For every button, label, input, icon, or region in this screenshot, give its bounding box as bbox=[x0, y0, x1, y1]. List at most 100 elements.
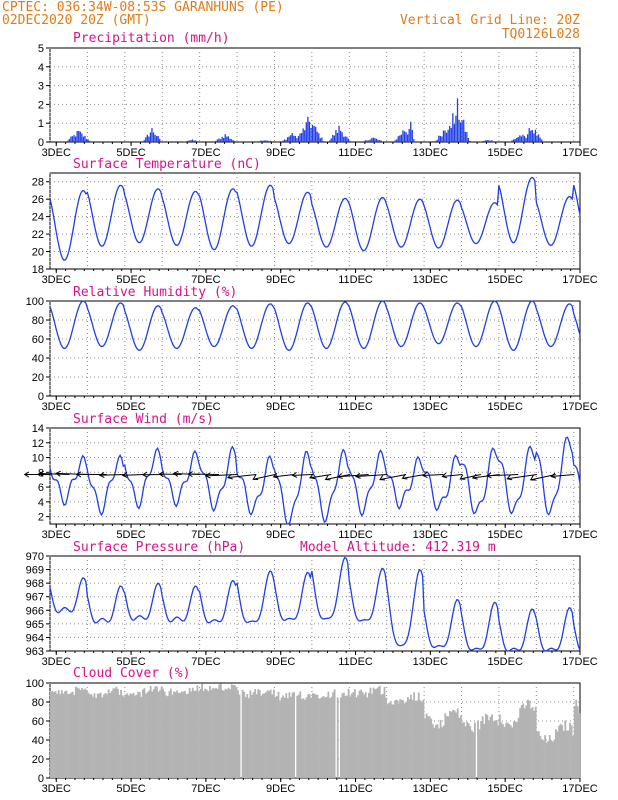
precip-bar bbox=[223, 137, 225, 142]
cloud-bar bbox=[528, 700, 531, 778]
cloud-bar bbox=[227, 687, 230, 778]
cloud-bar bbox=[263, 693, 266, 778]
precip-bar bbox=[194, 140, 197, 142]
x-tick-label: 3DEC bbox=[42, 274, 71, 286]
cloud-bar bbox=[553, 739, 556, 778]
cloud-bar bbox=[458, 717, 461, 778]
cloud-bar bbox=[509, 725, 512, 778]
y-tick-label: 3 bbox=[38, 81, 44, 93]
cloud-bar bbox=[168, 691, 171, 778]
cloud-bar bbox=[503, 726, 506, 778]
x-tick-label: 5DEC bbox=[116, 656, 145, 668]
precip-bar bbox=[534, 129, 537, 142]
precip-bar bbox=[299, 133, 301, 142]
cloud-bar bbox=[558, 725, 560, 778]
wind-vector bbox=[379, 474, 407, 481]
cloud-bar bbox=[435, 725, 437, 778]
x-tick-label: 9DEC bbox=[266, 274, 295, 286]
x-tick-label: 9DEC bbox=[266, 656, 295, 668]
series-line bbox=[49, 556, 581, 652]
cloud-bar bbox=[329, 698, 331, 778]
precip-bar bbox=[405, 132, 407, 142]
cloud-bar bbox=[519, 708, 522, 778]
series-line bbox=[49, 176, 581, 261]
cloud-bar bbox=[336, 697, 339, 778]
precip-bar bbox=[531, 129, 533, 142]
precip-bar bbox=[380, 140, 382, 142]
x-tick-label: 15DEC bbox=[487, 529, 523, 541]
cloud-bar bbox=[215, 687, 218, 778]
cloud-bar bbox=[548, 735, 551, 778]
y-tick-label: 965 bbox=[26, 619, 44, 631]
cloud-bar bbox=[85, 690, 88, 778]
precip-bar bbox=[193, 140, 195, 142]
precip-bar bbox=[403, 131, 406, 142]
precip-bar bbox=[230, 139, 233, 142]
x-tick-label: 17DEC bbox=[562, 783, 598, 795]
cloud-bar bbox=[377, 687, 380, 778]
cloud-bar bbox=[449, 711, 451, 778]
precip-bar bbox=[76, 131, 78, 142]
cloud-bar bbox=[293, 692, 295, 778]
cloud-bar bbox=[226, 689, 228, 778]
cloud-bar bbox=[516, 721, 518, 778]
cloud-bar bbox=[578, 713, 581, 778]
precip-bar bbox=[233, 140, 236, 142]
cloud-bar bbox=[453, 710, 456, 778]
cloud-bar bbox=[537, 731, 540, 778]
wind-vector bbox=[355, 474, 388, 477]
cloud-bar bbox=[135, 694, 138, 778]
precip-bar bbox=[146, 134, 148, 142]
x-tick-label: 9DEC bbox=[266, 147, 295, 159]
cloud-bar bbox=[347, 688, 350, 778]
cloud-bar bbox=[302, 698, 305, 778]
cloud-bar bbox=[442, 725, 445, 778]
cloud-bar bbox=[361, 692, 364, 778]
precip-bar bbox=[441, 136, 443, 142]
y-tick-label: 26 bbox=[32, 194, 44, 206]
cloud-bar bbox=[374, 689, 377, 778]
cloud-bar bbox=[343, 692, 345, 778]
x-tick-label: 11DEC bbox=[338, 401, 373, 413]
precip-bar bbox=[343, 136, 345, 142]
precip-bar bbox=[341, 132, 343, 142]
cloud-bar bbox=[232, 685, 235, 778]
precip-bar bbox=[463, 119, 465, 142]
y-tick-label: 10 bbox=[32, 453, 44, 465]
wind-vector bbox=[205, 474, 238, 477]
cloud-bar bbox=[310, 697, 313, 778]
precip-bar bbox=[67, 140, 69, 142]
wind-vector bbox=[122, 474, 145, 476]
precip-bar bbox=[484, 140, 487, 142]
wind-vector bbox=[292, 474, 313, 476]
cloud-bar bbox=[484, 713, 487, 778]
cloud-bar bbox=[505, 722, 507, 778]
cloud-bar bbox=[562, 730, 565, 778]
x-tick-label: 15DEC bbox=[487, 274, 523, 286]
cloud-bar bbox=[392, 704, 395, 778]
cloud-bar bbox=[210, 689, 213, 778]
precip-bar bbox=[450, 127, 452, 142]
x-tick-label: 11DEC bbox=[338, 656, 373, 668]
precip-bar bbox=[318, 133, 320, 142]
precip-bar bbox=[285, 139, 287, 142]
precip-bar bbox=[489, 140, 491, 142]
cloud-bar bbox=[201, 683, 204, 778]
cloud-bar bbox=[424, 718, 426, 778]
wind-vector bbox=[253, 474, 276, 480]
cloud-bar bbox=[51, 690, 54, 778]
precip-bar bbox=[291, 133, 293, 142]
cloud-bar bbox=[290, 696, 292, 778]
cloud-bar bbox=[360, 689, 363, 778]
y-tick-label: 24 bbox=[32, 212, 44, 224]
precip-bar bbox=[330, 138, 332, 142]
cloud-bar bbox=[103, 694, 105, 778]
cloud-bar bbox=[438, 728, 440, 778]
precip-bar bbox=[308, 121, 311, 142]
cloud-bar bbox=[246, 693, 249, 778]
precip-bar bbox=[442, 130, 445, 142]
x-tick-label: 11DEC bbox=[338, 274, 373, 286]
precip-bar bbox=[332, 135, 334, 142]
precip-bar bbox=[73, 134, 75, 142]
x-tick-label: 5DEC bbox=[116, 147, 145, 159]
